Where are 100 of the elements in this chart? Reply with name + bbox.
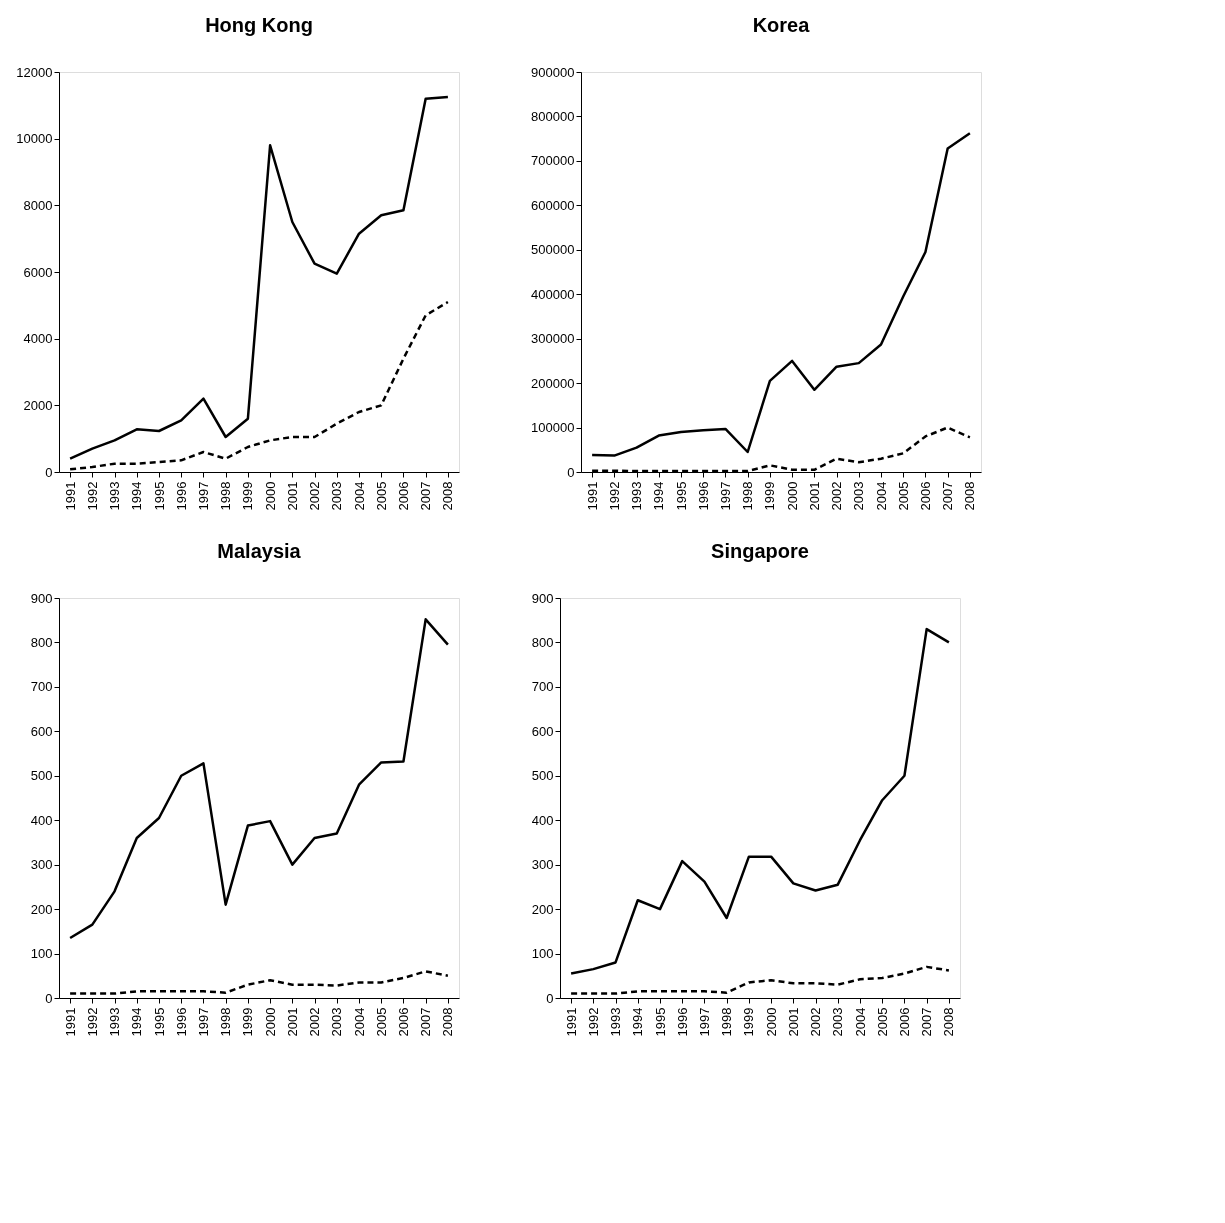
- x-tick-label: 2000: [784, 481, 800, 511]
- x-tick-label: 2004: [351, 1007, 367, 1037]
- line-series: [68, 618, 450, 940]
- x-tick-label: 2007: [919, 1007, 935, 1037]
- x-tick-label: 1992: [606, 481, 622, 511]
- y-tick-label: 300: [30, 857, 53, 873]
- x-tick-label: 1994: [630, 1007, 646, 1037]
- x-tick-label: 1999: [240, 1007, 256, 1037]
- y-tick-label: 400: [30, 812, 53, 828]
- x-tick-label: 2006: [395, 481, 411, 511]
- x-tick-label: 2002: [829, 481, 845, 511]
- chart-title: Hong Kong: [205, 14, 313, 36]
- chart-title: Malaysia: [217, 540, 302, 562]
- chart-title: Singapore: [711, 540, 809, 562]
- x-tick-label: 1994: [651, 481, 667, 511]
- x-tick-label: 1997: [717, 481, 733, 511]
- y-tick-label: 900000: [531, 64, 575, 80]
- x-tick-label: 2003: [329, 1007, 345, 1037]
- y-tick-label: 400: [531, 812, 554, 828]
- line-series: [68, 95, 450, 460]
- x-tick-label: 1992: [84, 481, 100, 511]
- x-tick-label: 2002: [307, 1007, 323, 1037]
- y-tick-label: 200: [30, 901, 53, 917]
- line-series: [569, 965, 951, 995]
- y-tick-label: 900: [30, 590, 53, 606]
- x-tick-label: 1998: [218, 481, 234, 511]
- y-tick-label: 500000: [531, 242, 575, 258]
- x-tick-label: 1995: [673, 481, 689, 511]
- y-tick-label: 900: [531, 590, 554, 606]
- x-tick-label: 2001: [806, 481, 822, 511]
- x-tick-label: 2002: [307, 481, 323, 511]
- x-tick-label: 1998: [218, 1007, 234, 1037]
- x-tick-label: 2006: [896, 1007, 912, 1037]
- y-tick-label: 4000: [23, 331, 53, 347]
- x-tick-label: 1995: [652, 1007, 668, 1037]
- x-tick-label: 1994: [129, 481, 145, 511]
- y-tick-label: 600: [30, 723, 53, 739]
- x-tick-label: 1993: [608, 1007, 624, 1037]
- x-tick-label: 2008: [962, 481, 978, 511]
- y-tick-label: 6000: [23, 264, 53, 280]
- y-tick-label: 500: [30, 768, 53, 784]
- y-tick-label: 100000: [531, 420, 575, 436]
- x-tick-label: 2003: [851, 481, 867, 511]
- y-tick-label: 2000: [23, 397, 53, 413]
- x-tick-label: 2004: [852, 1007, 868, 1037]
- x-tick-label: 1998: [740, 481, 756, 511]
- x-tick-label: 1991: [62, 1007, 78, 1037]
- line-series: [68, 970, 450, 995]
- y-tick-label: 12000: [16, 64, 53, 80]
- x-tick-label: 2007: [940, 481, 956, 511]
- x-tick-label: 1997: [195, 481, 211, 511]
- x-tick-label: 1999: [762, 481, 778, 511]
- x-tick-label: 2001: [284, 1007, 300, 1037]
- x-tick-label: 2005: [373, 1007, 389, 1037]
- x-tick-label: 2005: [373, 481, 389, 511]
- x-tick-label: 2000: [262, 481, 278, 511]
- y-tick-label: 700: [30, 679, 53, 695]
- x-tick-label: 1993: [107, 1007, 123, 1037]
- x-tick-label: 1997: [696, 1007, 712, 1037]
- y-tick-label: 600: [531, 723, 554, 739]
- x-tick-label: 1999: [741, 1007, 757, 1037]
- y-tick-label: 800: [531, 634, 554, 650]
- y-tick-label: 8000: [23, 197, 53, 213]
- x-tick-label: 1996: [695, 481, 711, 511]
- x-tick-label: 1996: [674, 1007, 690, 1037]
- x-tick-label: 2007: [418, 1007, 434, 1037]
- x-tick-label: 2002: [808, 1007, 824, 1037]
- x-tick-label: 1997: [195, 1007, 211, 1037]
- x-tick-label: 1995: [151, 481, 167, 511]
- x-tick-label: 1993: [629, 481, 645, 511]
- x-tick-label: 2004: [873, 481, 889, 511]
- x-tick-label: 2006: [395, 1007, 411, 1037]
- chart-title: Korea: [752, 14, 811, 36]
- y-tick-label: 100: [531, 946, 554, 962]
- x-tick-label: 2003: [830, 1007, 846, 1037]
- x-tick-label: 1995: [151, 1007, 167, 1037]
- y-tick-label: 500: [531, 768, 554, 784]
- x-tick-label: 1992: [84, 1007, 100, 1037]
- y-tick-label: 0: [45, 990, 53, 1006]
- x-tick-label: 2008: [440, 481, 456, 511]
- y-tick-label: 700: [531, 679, 554, 695]
- y-tick-label: 200: [531, 901, 554, 917]
- y-tick-label: 300: [531, 857, 554, 873]
- x-tick-label: 2003: [329, 481, 345, 511]
- x-tick-label: 1993: [107, 481, 123, 511]
- x-tick-label: 2004: [351, 481, 367, 511]
- x-tick-label: 1994: [129, 1007, 145, 1037]
- y-tick-label: 400000: [531, 286, 575, 302]
- y-tick-label: 600000: [531, 197, 575, 213]
- line-series: [590, 132, 972, 457]
- y-tick-label: 0: [546, 990, 554, 1006]
- x-tick-label: 1999: [240, 481, 256, 511]
- x-tick-label: 2008: [440, 1007, 456, 1037]
- x-tick-label: 1992: [585, 1007, 601, 1037]
- x-tick-label: 2000: [763, 1007, 779, 1037]
- y-tick-label: 300000: [531, 331, 575, 347]
- y-tick-label: 800000: [531, 108, 575, 124]
- y-tick-label: 700000: [531, 153, 575, 169]
- y-tick-label: 800: [30, 634, 53, 650]
- y-tick-label: 200000: [531, 375, 575, 391]
